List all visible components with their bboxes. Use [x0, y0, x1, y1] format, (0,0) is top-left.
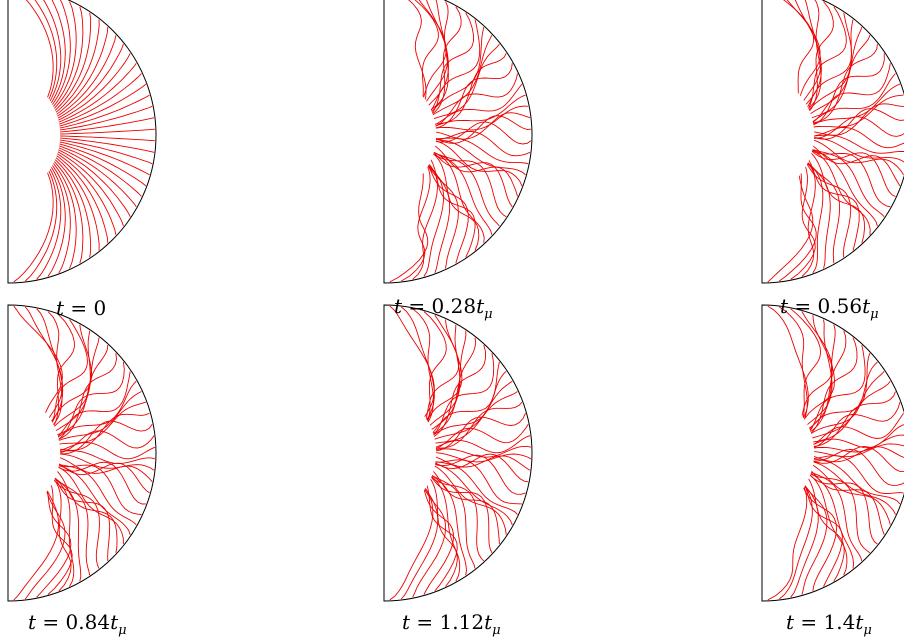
domain-outline	[761, 304, 904, 602]
domain-outline	[761, 0, 904, 284]
domain-outline	[383, 304, 533, 602]
domain-outline	[7, 0, 157, 284]
panel-t084	[7, 304, 168, 602]
panel-t0	[7, 0, 168, 284]
inner-core	[8, 395, 61, 511]
panel-t056	[761, 0, 904, 284]
time-label: t = 1.12tμ	[402, 610, 501, 638]
inner-core	[762, 77, 815, 193]
time-label: t = 1.4tμ	[786, 610, 872, 638]
time-label: t = 0.28tμ	[394, 294, 493, 322]
time-label: t = 0.56tμ	[780, 294, 879, 322]
streamline-plot	[761, 0, 904, 284]
inner-core	[384, 395, 437, 511]
panel-t028	[383, 0, 544, 284]
inner-core	[384, 77, 437, 193]
inner-core	[8, 77, 61, 193]
domain-outline	[383, 0, 533, 284]
streamline-plot	[383, 304, 533, 602]
inner-core	[762, 395, 815, 511]
panel-t112	[383, 304, 544, 602]
panel-t14	[761, 304, 904, 602]
streamline-plot	[7, 0, 157, 284]
domain-outline	[7, 304, 157, 602]
streamline-plot	[761, 304, 904, 602]
time-label: t = 0.84tμ	[28, 610, 127, 638]
streamline-plot	[7, 304, 157, 602]
streamline-plot	[383, 0, 533, 284]
time-label: t = 0	[56, 296, 107, 320]
